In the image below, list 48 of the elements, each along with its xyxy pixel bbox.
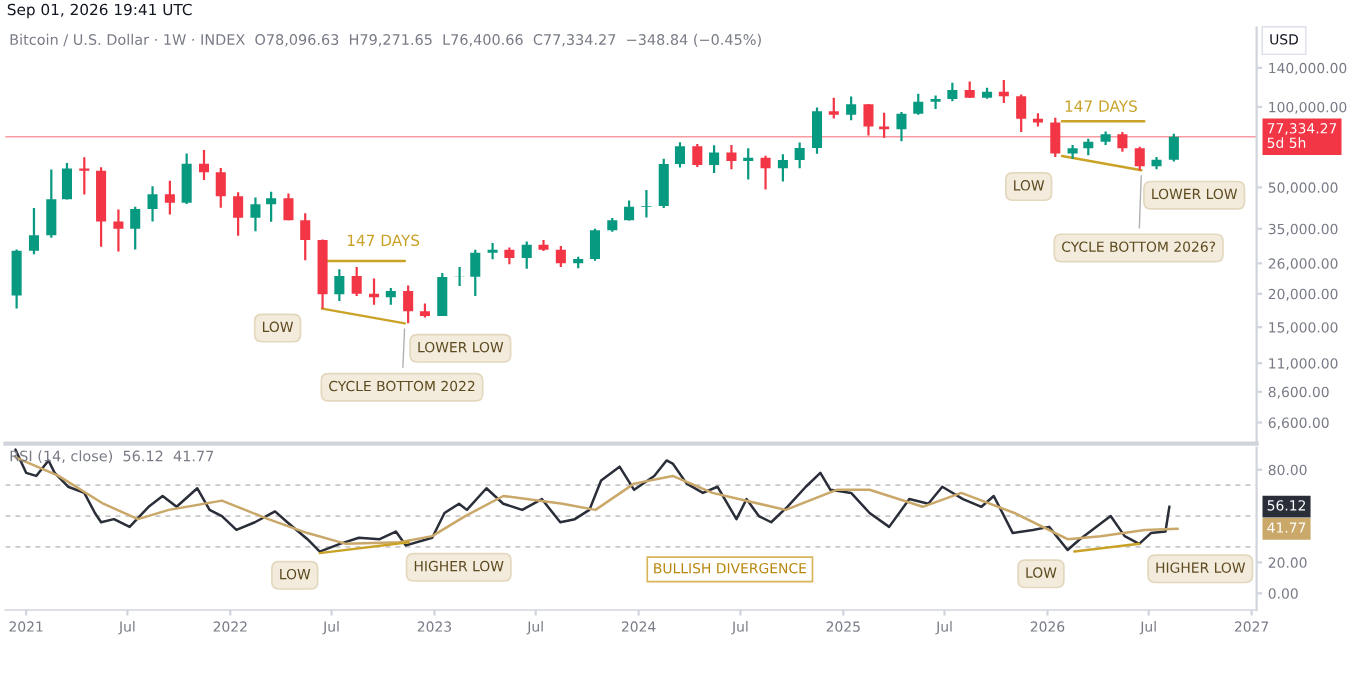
- candlestick: [266, 190, 277, 223]
- candlestick: [11, 248, 22, 310]
- candlestick: [641, 188, 652, 219]
- candlestick: [215, 166, 226, 209]
- candlestick: [334, 268, 345, 303]
- candlestick: [164, 179, 175, 216]
- candlestick: [61, 161, 72, 201]
- candlestick: [589, 227, 600, 262]
- candlestick: [794, 141, 805, 170]
- candlestick: [250, 196, 261, 233]
- candlestick: [777, 153, 788, 183]
- candlestick: [863, 102, 874, 137]
- candlestick: [147, 185, 158, 223]
- candlestick: [555, 244, 566, 269]
- candlestick: [760, 154, 771, 191]
- candlestick: [692, 142, 703, 169]
- candlestick: [351, 265, 362, 298]
- candlestick: [658, 157, 669, 210]
- candlestick: [709, 144, 720, 175]
- candlestick: [283, 192, 294, 222]
- candlestick: [846, 95, 857, 122]
- candlestick: [1134, 145, 1145, 172]
- candlestick: [811, 106, 823, 155]
- candlestick: [113, 208, 124, 253]
- candlestick: [233, 191, 244, 237]
- candlestick: [198, 148, 210, 182]
- candlestick: [470, 248, 481, 298]
- candlestick: [437, 271, 448, 318]
- candlestick: [947, 81, 958, 103]
- candlestick: [28, 206, 39, 256]
- candlestick: [1016, 93, 1027, 134]
- candlestick: [913, 92, 924, 116]
- candlestick: [896, 110, 907, 143]
- candlestick: [1117, 130, 1128, 153]
- candlestick: [930, 94, 941, 111]
- candlestick: [674, 141, 686, 169]
- candlestick: [828, 96, 839, 120]
- candlestick: [403, 284, 414, 325]
- candlestick: [521, 240, 532, 270]
- candlestick: [300, 212, 311, 262]
- candlestick: [79, 156, 90, 196]
- candlestick: [487, 241, 498, 261]
- candlestick: [181, 152, 192, 206]
- candlestick: [1168, 132, 1179, 163]
- candlestick: [726, 143, 737, 171]
- candlestick: [46, 168, 57, 239]
- candlestick: [1050, 116, 1061, 159]
- candlestick: [130, 205, 141, 251]
